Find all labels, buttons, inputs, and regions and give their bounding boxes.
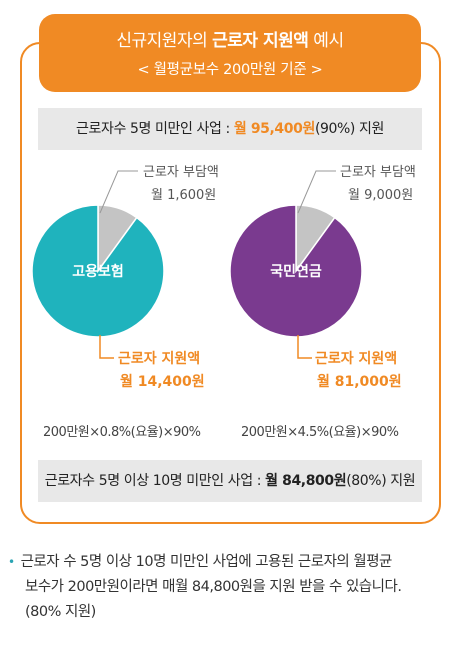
header-banner: 신규지원자의 근로자 지원액 예시 < 월평균보수 200만원 기준 >: [39, 14, 421, 92]
pie-1-support-leader: [297, 335, 312, 359]
note-line-3: (80% 지원): [25, 604, 96, 620]
5-to-10-support-bar: 근로자수 5명 이상 10명 미만인 사업 : 월 84,800원(80%) 지…: [38, 460, 422, 502]
pie-1-burden-leader: [297, 170, 336, 214]
pie-0-support-amount: 월 14,400원: [120, 373, 205, 390]
footnote: • 근로자 수 5명 이상 10명 미만인 사업에 고용된 근로자의 월평균 보수…: [8, 550, 458, 625]
pie-1-burden-label: 근로자 부담액: [340, 165, 416, 180]
formula-employment-insurance: 200만원×0.8%(요율)×90%: [43, 425, 201, 440]
pie-1-slice-1: [229, 204, 363, 338]
pie-0-support-leader: [99, 335, 114, 359]
pie-1-center-label: 국민연금: [270, 263, 322, 280]
header-subtitle: < 월평균보수 200만원 기준 >: [137, 62, 323, 78]
pie-0-support-label: 근로자 지원액: [118, 350, 200, 367]
bullet-icon: •: [8, 555, 15, 569]
pie-1-support-amount: 월 81,000원: [317, 373, 402, 390]
pie-1-support-label: 근로자 지원액: [315, 350, 397, 367]
pie-0-slice-1: [31, 204, 165, 338]
note-line-2: 보수가 200만원이라면 매월 84,800원을 지원 받을 수 있습니다.: [25, 579, 402, 595]
under-5-support-bar: 근로자수 5명 미만인 사업 : 월 95,400원(90%) 지원: [38, 108, 422, 150]
header-title: 신규지원자의 근로자 지원액 예시: [116, 31, 344, 51]
note-line-1: • 근로자 수 5명 이상 10명 미만인 사업에 고용된 근로자의 월평균: [8, 554, 392, 570]
pie-1-burden-amount: 월 9,000원: [348, 188, 413, 203]
pie-0-burden-amount: 월 1,600원: [151, 188, 216, 203]
pie-0-burden-leader: [99, 170, 138, 214]
formula-national-pension: 200만원×4.5%(요율)×90%: [241, 425, 399, 440]
pie-0-burden-label: 근로자 부담액: [143, 165, 219, 180]
pie-0-center-label: 고용보험: [72, 263, 124, 280]
